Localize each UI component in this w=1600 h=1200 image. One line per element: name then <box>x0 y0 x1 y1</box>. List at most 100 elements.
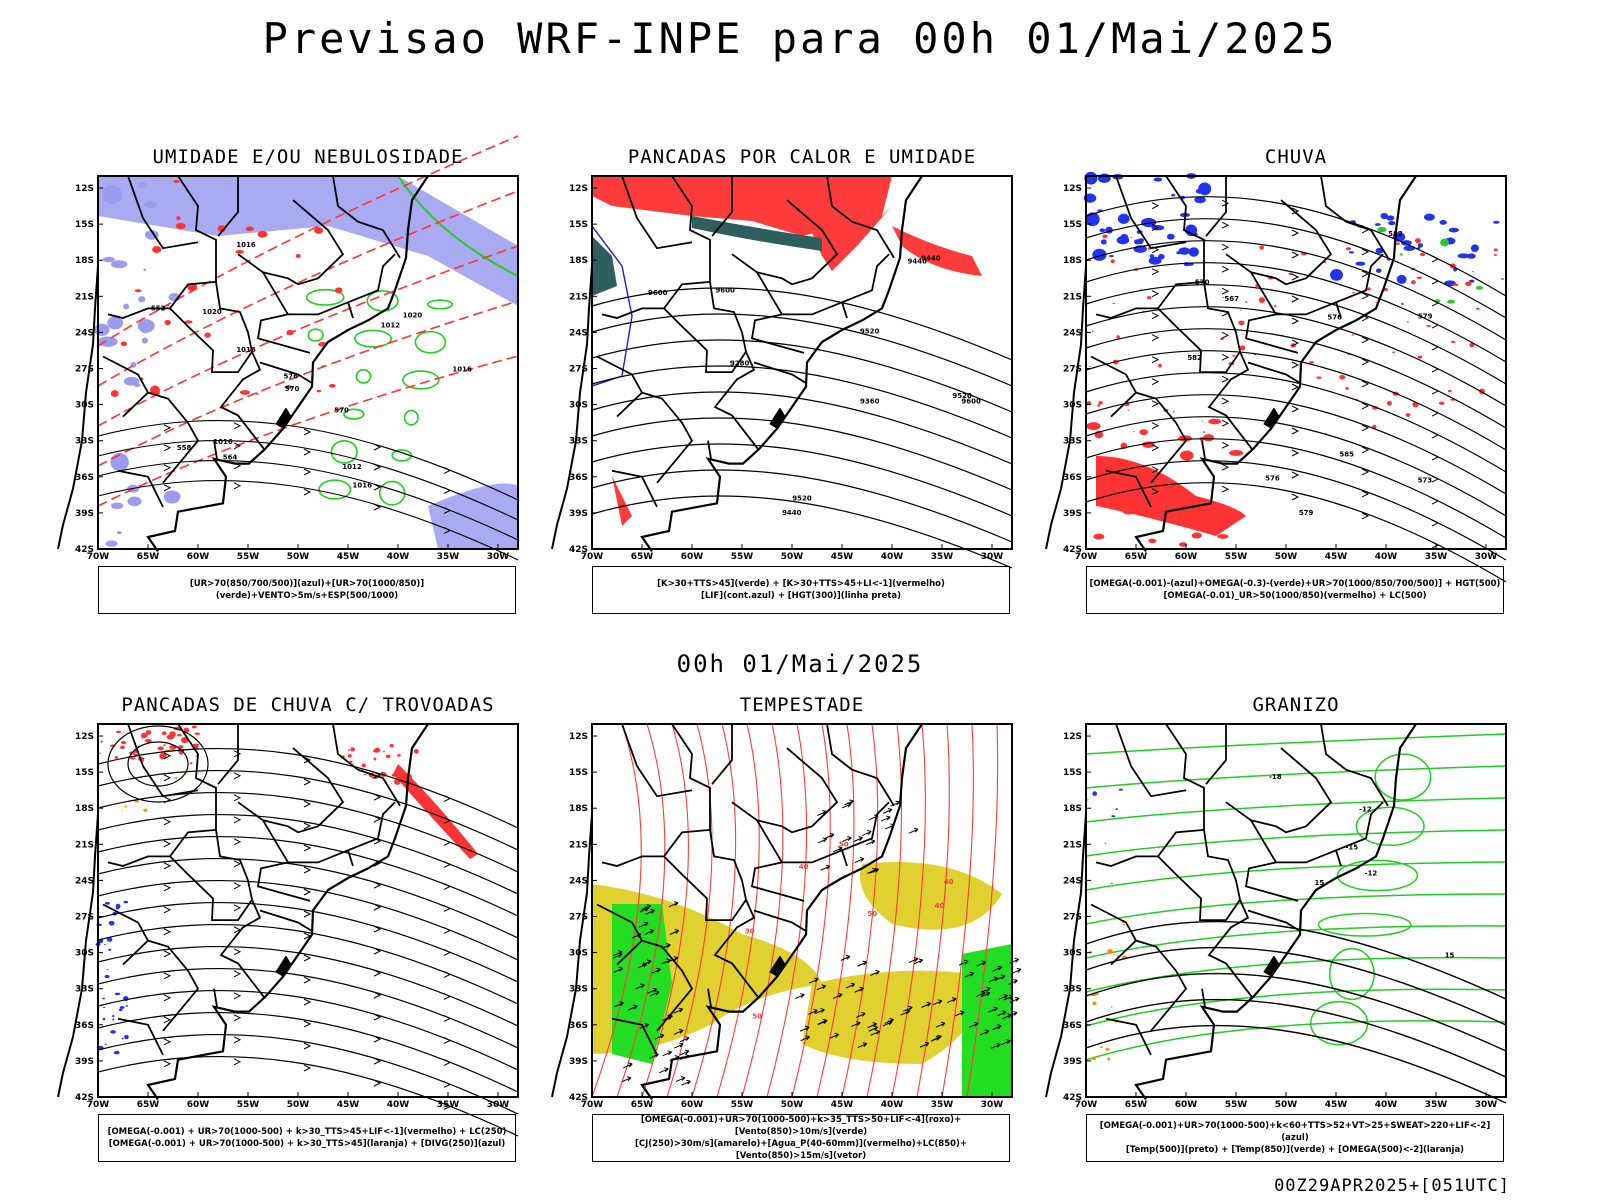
shaded-area <box>1339 375 1346 380</box>
wind-vector <box>816 984 827 991</box>
lat-tick-label: 39S <box>569 1057 588 1067</box>
flow-arrow <box>163 950 172 958</box>
flow-arrow <box>163 1016 172 1024</box>
precipitable-water-contour <box>816 723 855 1098</box>
shaded-area <box>120 341 128 347</box>
lon-tick-label: 55W <box>237 1100 260 1110</box>
shaded-area <box>144 201 157 209</box>
flow-arrow <box>1291 493 1300 501</box>
shaded-area <box>352 763 354 765</box>
jet-area <box>860 862 1002 930</box>
shaded-area <box>1153 177 1163 182</box>
coastline-east <box>640 175 923 553</box>
shaded-area <box>105 540 118 547</box>
lon-tick-label: 30W <box>981 552 1004 562</box>
state-border <box>127 723 199 798</box>
flow-arrow <box>233 772 242 780</box>
shaded-area <box>1104 842 1107 844</box>
shaded-area <box>184 320 193 324</box>
lon-tick-label: 45W <box>831 552 854 562</box>
shaded-area <box>1111 815 1116 818</box>
wind-vector <box>845 982 856 989</box>
flow-arrow <box>1151 202 1160 210</box>
wind-vector <box>638 921 649 928</box>
shaded-area <box>1149 500 1158 506</box>
isoline <box>97 439 519 521</box>
shaded-area <box>1472 271 1475 273</box>
lat-tick-label: 24S <box>1063 328 1082 338</box>
wind-vector <box>968 1021 979 1028</box>
shaded-area <box>1316 376 1322 379</box>
lat-tick-label: 36S <box>1063 473 1082 483</box>
flow-arrow <box>1431 255 1440 263</box>
state-border <box>147 939 200 1032</box>
contour-label: 40 <box>799 863 809 871</box>
shaded-area <box>1102 234 1108 239</box>
shaded-area <box>350 747 356 752</box>
contour-label: -15 <box>1345 844 1358 852</box>
flow-arrow <box>163 464 172 472</box>
legend-line: [CJ(250)>30m/s](amarelo)+[Agua_P(40-60mm… <box>634 1139 968 1161</box>
state-border <box>750 313 805 354</box>
humidity-lower-contour <box>402 370 440 390</box>
wind-vector <box>829 1032 840 1039</box>
shaded-area <box>204 332 211 338</box>
state-border <box>601 281 711 319</box>
wind-vector <box>946 997 957 1004</box>
shaded-area <box>143 808 148 812</box>
wind-vector <box>820 864 831 871</box>
panel-title: CHUVA <box>1264 146 1328 168</box>
lon-tick-label: 40W <box>1375 552 1398 562</box>
wind-vector <box>612 952 623 959</box>
shaded-area <box>1092 791 1098 796</box>
wind-vector <box>998 993 1008 1000</box>
wind-vector <box>627 1004 638 1011</box>
lagoon <box>769 407 786 429</box>
shaded-area <box>1440 238 1449 247</box>
shaded-area <box>108 920 115 926</box>
shaded-area <box>118 1008 123 1012</box>
lon-tick-label: 60W <box>681 1100 704 1110</box>
shaded-area <box>189 762 193 765</box>
lon-tick-label: 45W <box>1325 552 1348 562</box>
isoline <box>97 835 519 917</box>
flow-arrow <box>1151 444 1160 452</box>
shaded-area <box>191 725 197 729</box>
legend-line: [LIF](cont.azul) + [HGT(300)](linha pret… <box>700 591 902 601</box>
shaded-area <box>1112 477 1118 482</box>
precipitable-water-contour <box>691 723 737 1098</box>
shaded-area <box>1088 1039 1091 1041</box>
lat-tick-label: 42S <box>75 545 94 555</box>
shaded-area <box>295 253 301 258</box>
shaded-area <box>175 222 186 230</box>
flow-arrow <box>1291 251 1300 259</box>
lat-tick-label: 24S <box>1063 876 1082 886</box>
wind-vector <box>976 960 987 967</box>
state-border <box>256 313 311 354</box>
flow-arrow <box>303 1042 312 1050</box>
lat-tick-label: 12S <box>569 184 588 194</box>
isoline <box>1085 350 1507 451</box>
contour-label: 1016 <box>236 346 256 354</box>
flow-arrow <box>1431 321 1440 329</box>
isoline <box>97 923 519 1005</box>
shaded-area <box>97 336 118 347</box>
lat-tick-label: 18S <box>75 256 94 266</box>
flow-arrow <box>1291 317 1300 325</box>
state-border <box>1165 723 1253 998</box>
isoline <box>1085 218 1507 319</box>
shaded-area <box>1457 253 1470 259</box>
isoline <box>97 813 519 895</box>
state-border <box>671 723 759 998</box>
lat-tick-label: 27S <box>1063 365 1082 375</box>
shaded-area <box>1097 173 1111 184</box>
state-border <box>596 355 644 418</box>
shaded-area <box>134 289 142 293</box>
legend-box: [UR>70(850/700/500)](azul)+[UR>70(1000/8… <box>98 566 516 614</box>
lat-tick-label: 21S <box>569 840 588 850</box>
flow-arrow <box>1151 466 1160 474</box>
coastline-west <box>551 814 593 1098</box>
lon-tick-label: 50W <box>1275 1100 1298 1110</box>
flow-arrow <box>443 992 452 1000</box>
flow-arrow <box>443 882 452 890</box>
